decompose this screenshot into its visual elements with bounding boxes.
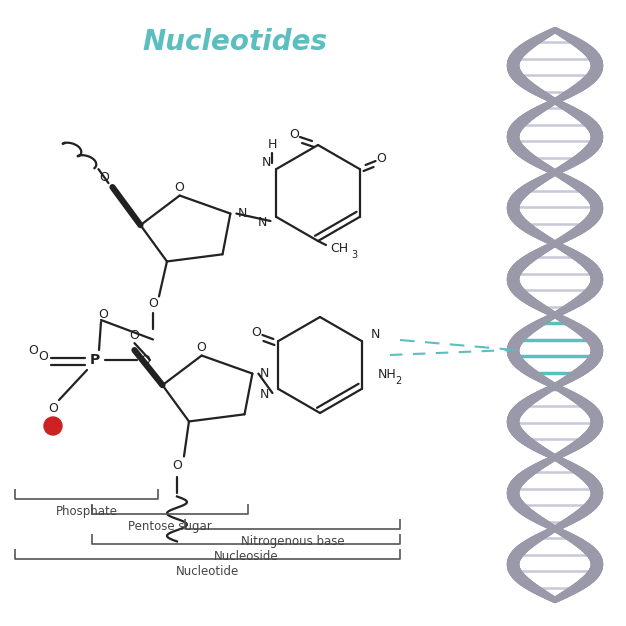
Text: NH: NH (377, 369, 396, 381)
Text: Nucleotide: Nucleotide (176, 565, 239, 578)
Text: Nucleoside: Nucleoside (213, 550, 279, 563)
Text: O: O (252, 327, 262, 339)
Text: O: O (377, 153, 386, 165)
Text: CH: CH (330, 242, 348, 255)
Text: Pentose sugar: Pentose sugar (128, 520, 212, 533)
Text: O: O (197, 341, 207, 354)
Text: O: O (98, 309, 108, 322)
Text: Nucleotides: Nucleotides (143, 28, 327, 56)
Text: N: N (238, 207, 247, 220)
Text: N: N (260, 367, 269, 380)
Text: O: O (130, 329, 140, 342)
Text: 2: 2 (396, 376, 402, 386)
Text: N: N (260, 389, 269, 401)
Text: Nitrogenous base: Nitrogenous base (240, 535, 344, 548)
Text: O: O (148, 297, 158, 310)
Text: N: N (258, 217, 267, 230)
Text: 3: 3 (351, 250, 357, 260)
Text: N: N (371, 329, 380, 342)
Text: O: O (38, 349, 48, 362)
Text: −: − (47, 419, 59, 433)
Text: O: O (289, 128, 299, 141)
Circle shape (44, 417, 62, 435)
Text: O: O (48, 401, 58, 414)
Text: O: O (100, 171, 110, 183)
Text: Phosphate: Phosphate (56, 505, 118, 518)
Text: O: O (175, 181, 185, 194)
Text: P: P (90, 353, 100, 367)
Text: O: O (28, 344, 38, 356)
Text: N: N (262, 156, 271, 170)
Text: H: H (268, 138, 277, 151)
Text: O: O (140, 354, 150, 366)
Text: O: O (172, 459, 182, 472)
